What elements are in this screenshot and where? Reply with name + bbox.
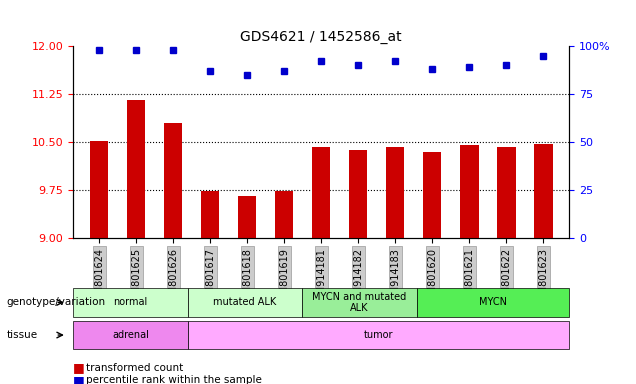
Bar (386, 147, 404, 238)
Bar (460, 145, 478, 238)
Bar (349, 150, 368, 238)
Text: ■: ■ (73, 361, 85, 374)
Text: tumor: tumor (364, 330, 393, 340)
Bar (312, 147, 331, 238)
Text: normal: normal (113, 297, 148, 308)
Text: MYCN and mutated
ALK: MYCN and mutated ALK (312, 291, 406, 313)
Bar (534, 144, 553, 238)
Bar (164, 123, 183, 238)
Text: mutated ALK: mutated ALK (213, 297, 277, 308)
Text: transformed count: transformed count (86, 363, 183, 373)
Text: MYCN: MYCN (479, 297, 507, 308)
Bar (127, 101, 146, 238)
Bar (201, 191, 219, 238)
Bar (423, 152, 441, 238)
Title: GDS4621 / 1452586_at: GDS4621 / 1452586_at (240, 30, 402, 44)
Text: percentile rank within the sample: percentile rank within the sample (86, 375, 262, 384)
Text: adrenal: adrenal (112, 330, 149, 340)
Bar (238, 197, 256, 238)
Text: genotype/variation: genotype/variation (6, 297, 106, 308)
Bar (497, 147, 516, 238)
Text: ■: ■ (73, 374, 85, 384)
Text: tissue: tissue (6, 330, 38, 340)
Bar (90, 141, 108, 238)
Bar (275, 191, 293, 238)
